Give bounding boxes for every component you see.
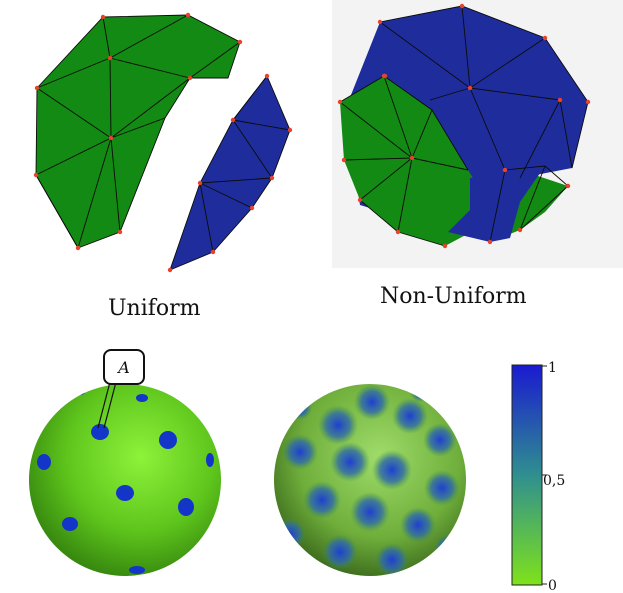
colorbar-label-min: 0 xyxy=(548,578,557,593)
caption-non-uniform: Non-Uniform xyxy=(380,284,527,309)
annotation-label: A xyxy=(116,358,130,377)
non-uniform-green-region xyxy=(340,76,490,246)
annotation-box xyxy=(103,349,145,385)
uniform-green-region xyxy=(36,15,240,248)
colorbar-gradient xyxy=(511,364,543,586)
non-uniform-blue-overlap xyxy=(448,166,545,242)
uniform-sphere: A xyxy=(29,349,221,576)
uniform-vertices xyxy=(33,12,293,273)
colorbar-label-max: 1 xyxy=(548,360,557,376)
annotation-leader-2 xyxy=(103,381,117,429)
colorbar-label-mid: 0,5 xyxy=(543,473,565,489)
uniform-sphere-spots xyxy=(37,389,214,574)
uniform-blue-region xyxy=(170,76,290,270)
uniform-sphere-body xyxy=(29,384,221,576)
uniform-mesh xyxy=(33,12,293,273)
non-uniform-sphere xyxy=(274,384,466,576)
annotation-leader-1 xyxy=(97,381,111,429)
non-uniform-mesh xyxy=(332,0,623,268)
non-uniform-vertices xyxy=(337,3,591,249)
colorbar: 1 0,5 0 xyxy=(511,360,565,593)
caption-uniform: Uniform xyxy=(108,296,201,321)
